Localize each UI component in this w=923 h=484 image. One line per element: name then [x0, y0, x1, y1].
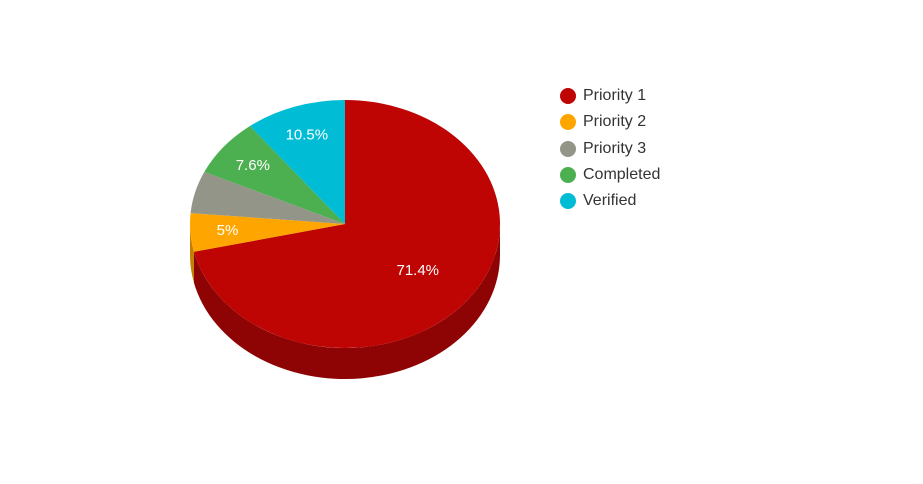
pie-slice-priority-1[interactable] [193, 100, 500, 348]
legend-label-priority-1: Priority 1 [583, 87, 647, 105]
legend-label-completed: Completed [583, 166, 661, 184]
legend-item-completed[interactable]: Completed [560, 162, 660, 188]
pie-slices [189, 100, 500, 348]
legend-swatch-verified [560, 193, 576, 210]
legend-swatch-priority-1 [560, 88, 576, 105]
pie-label-verified: 10.5% [286, 126, 329, 143]
legend: Priority 1 Priority 2 Priority 3 Complet… [560, 83, 660, 214]
legend-swatch-priority-3 [560, 140, 576, 157]
pie-side-walls [190, 224, 500, 379]
legend-item-priority-3[interactable]: Priority 3 [560, 136, 660, 162]
pie-side-priority-2 [190, 224, 194, 283]
legend-label-priority-3: Priority 3 [583, 139, 647, 157]
legend-item-priority-1[interactable]: Priority 1 [560, 83, 660, 109]
pie-label-priority-2: 5% [217, 222, 239, 239]
pie-label-priority-1: 71.4% [396, 262, 439, 279]
legend-label-priority-2: Priority 2 [583, 113, 647, 131]
pie-slice-priority-2[interactable] [189, 213, 345, 252]
pie-slice-priority-3[interactable] [190, 171, 345, 224]
pie-label-completed: 7.6% [236, 157, 270, 174]
legend-label-verified: Verified [583, 192, 637, 210]
pie-slice-completed[interactable] [204, 126, 345, 224]
pie-labels: 71.4% 5% 7.6% 10.5% [217, 126, 439, 278]
pie-side-priority-1 [193, 224, 500, 379]
legend-swatch-priority-2 [560, 114, 576, 131]
legend-item-verified[interactable]: Verified [560, 188, 660, 214]
legend-item-priority-2[interactable]: Priority 2 [560, 109, 660, 135]
legend-swatch-completed [560, 167, 576, 184]
pie-slice-verified[interactable] [249, 100, 345, 224]
